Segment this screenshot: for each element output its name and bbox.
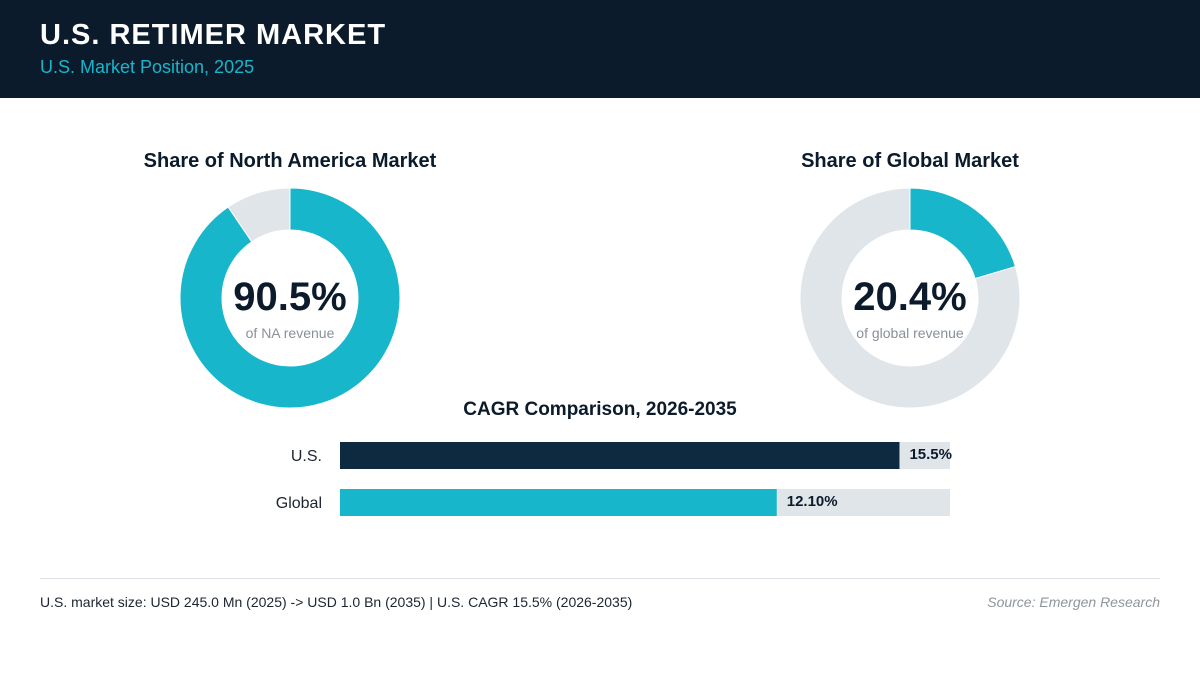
cagr-bar-us [340, 442, 900, 469]
na-share-slice-u-s [180, 188, 400, 408]
footer-divider [40, 578, 1160, 579]
global-share-donut-chart: Share of Global Market 20.4% of global r… [710, 150, 1110, 420]
cagr-bar-global [340, 489, 777, 516]
global-share-value: 20.4% [853, 275, 967, 319]
cagr-bar-chart: U.S. 15.5% Global 12.10% [276, 442, 952, 516]
global-share-slice-u-s [909, 188, 1017, 280]
header-banner: U.S. RETIMER MARKET U.S. Market Position… [0, 0, 1200, 98]
cagr-chart-title: CAGR Comparison, 2026-2035 [463, 399, 737, 420]
cagr-category-label: U.S. [291, 448, 322, 465]
page-subtitle: U.S. Market Position, 2025 [40, 57, 255, 77]
cagr-value-label: 12.10% [787, 493, 838, 510]
cagr-value-label: 15.5% [909, 446, 952, 463]
footer-market-note: U.S. market size: USD 245.0 Mn (2025) ->… [40, 594, 633, 610]
na-share-donut [180, 188, 400, 408]
na-share-chart-title: Share of North America Market [143, 150, 437, 172]
na-share-donut-chart: Share of North America Market 90.5% of N… [90, 150, 490, 420]
footer-source: Source: Emergen Research [987, 594, 1160, 610]
page-title: U.S. RETIMER MARKET [40, 19, 387, 51]
na-share-value: 90.5% [233, 275, 347, 319]
global-share-slice-rest [800, 188, 1020, 408]
cagr-category-label: Global [276, 495, 322, 512]
na-share-slice-rest [227, 188, 291, 243]
global-share-caption: of global revenue [856, 325, 964, 341]
global-share-donut [800, 188, 1020, 408]
na-share-caption: of NA revenue [245, 325, 335, 341]
global-share-chart-title: Share of Global Market [801, 150, 1019, 172]
